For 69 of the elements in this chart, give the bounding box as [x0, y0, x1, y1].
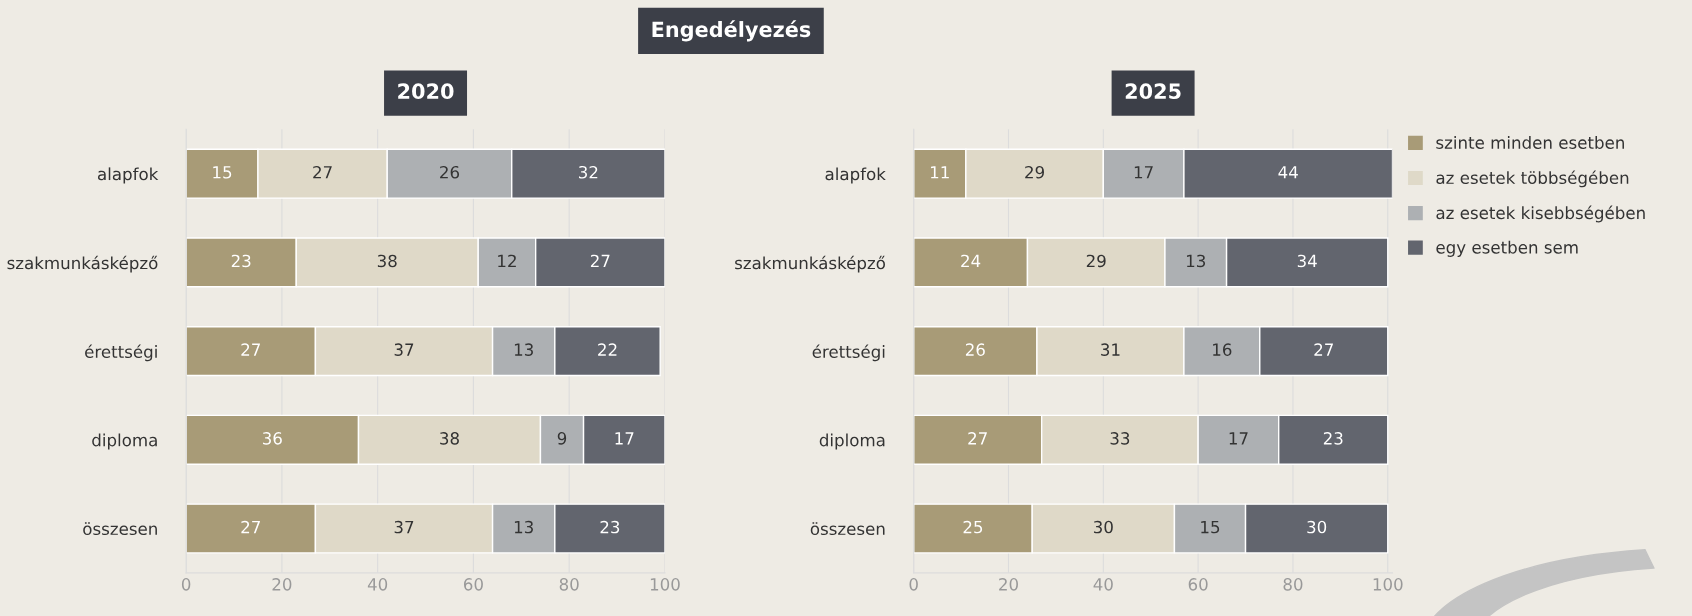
x-tick-label: 100: [1373, 578, 1403, 591]
data-label: 27: [1314, 343, 1333, 356]
chart-title: 2020: [398, 83, 454, 100]
x-tick-label: 80: [559, 578, 579, 591]
y-tick-label: alapfok: [825, 167, 886, 184]
data-label: 34: [1297, 254, 1317, 268]
y-tick-label: összesen: [83, 522, 157, 536]
x-tick-label: 0: [181, 578, 191, 591]
x-tick-label: 20: [272, 578, 292, 591]
x-tick-label: 40: [367, 578, 388, 591]
data-label: 11: [930, 166, 949, 179]
data-label: 16: [1213, 343, 1232, 356]
data-label: 27: [313, 165, 332, 179]
data-label: 37: [394, 343, 414, 356]
y-tick-label: érettségi: [812, 344, 885, 362]
data-label: 22: [598, 343, 617, 356]
data-label: 31: [1101, 343, 1120, 356]
chart-title: 2025: [1125, 83, 1181, 100]
data-label: 26: [965, 343, 985, 356]
y-tick-label: szakmunkásképző: [7, 255, 158, 273]
data-label: 17: [1134, 166, 1153, 179]
y-tick-label: alapfok: [97, 167, 159, 184]
data-label: 27: [241, 343, 260, 356]
y-tick-label: érettségi: [85, 344, 157, 362]
x-tick-label: 20: [999, 578, 1018, 591]
data-label: 33: [1110, 432, 1130, 445]
data-label: 27: [968, 432, 987, 445]
data-label: 29: [1086, 254, 1106, 268]
data-label: 15: [1201, 520, 1220, 534]
data-label: 23: [1323, 432, 1343, 445]
data-label: 29: [1025, 165, 1045, 179]
x-tick-label: 80: [1283, 578, 1303, 591]
legend-label: az esetek kisebbségében: [1436, 205, 1645, 223]
data-label: 9: [557, 432, 567, 445]
text: Engedélyezés: [652, 20, 811, 42]
y-tick-label: összesen: [810, 522, 885, 536]
x-tick-label: 40: [1093, 578, 1113, 591]
x-tick-label: 60: [1188, 578, 1208, 591]
data-label: 37: [394, 520, 414, 534]
y-tick-label: diploma: [819, 433, 885, 450]
legend-label: szinte minden esetben: [1436, 136, 1624, 149]
legend-label: az esetek többségében: [1436, 170, 1629, 188]
data-label: 13: [514, 343, 533, 356]
data-label: 30: [1093, 520, 1113, 534]
data-label: 27: [590, 254, 610, 268]
data-label: 30: [1307, 520, 1327, 534]
data-label: 13: [1186, 254, 1206, 268]
data-label: 44: [1278, 166, 1298, 179]
x-tick-label: 60: [463, 578, 483, 591]
data-label: 17: [1229, 432, 1248, 445]
y-tick-label: szakmunkásképző: [735, 255, 885, 273]
data-label: 38: [440, 432, 459, 445]
data-label: 27: [241, 520, 260, 534]
data-label: 17: [615, 432, 634, 445]
data-label: 32: [579, 165, 598, 179]
y-tick-label: diploma: [92, 433, 157, 450]
data-label: 13: [514, 520, 533, 534]
x-tick-label: 0: [909, 578, 918, 591]
data-label: 23: [231, 254, 251, 268]
legend-label: egy esetben sem: [1436, 240, 1578, 257]
data-label: 15: [213, 166, 232, 179]
data-label: 12: [498, 254, 516, 268]
data-label: 23: [600, 520, 620, 534]
x-tick-label: 100: [650, 578, 680, 591]
data-label: 25: [963, 520, 983, 534]
data-label: 24: [961, 254, 981, 268]
data-label: 36: [262, 432, 282, 445]
data-label: 26: [440, 165, 460, 179]
data-label: 38: [377, 254, 397, 268]
